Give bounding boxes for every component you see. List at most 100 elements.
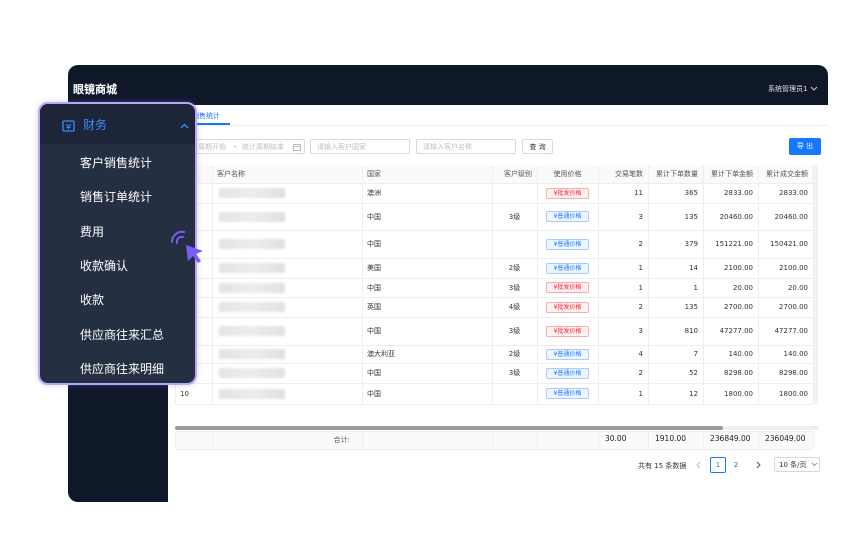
user-menu[interactable]: 系统管理员1 xyxy=(768,85,808,93)
table-cell: 4级 xyxy=(508,303,521,311)
table-cell: 150421.00 xyxy=(770,240,808,248)
page-size: 10 条/页 xyxy=(779,461,807,469)
summary-value: 1910.00 xyxy=(655,434,687,443)
export-label: 导 出 xyxy=(796,142,814,150)
table-cell: 2 xyxy=(638,369,643,377)
row-divider xyxy=(175,383,813,384)
column-divider xyxy=(362,165,363,404)
customer-name-redacted xyxy=(219,302,285,312)
search-button[interactable]: 查 询 xyxy=(522,139,553,154)
menu-item[interactable]: 供应商往来汇总 xyxy=(80,327,165,342)
row-divider xyxy=(175,317,813,318)
customer-name-redacted xyxy=(219,349,285,359)
cursor xyxy=(170,230,203,263)
price-tag: ¥批发价格 xyxy=(546,301,589,313)
scroll-thumb[interactable] xyxy=(175,426,723,430)
table-cell: 379 xyxy=(684,240,698,248)
table-cell: 美国 xyxy=(367,264,381,272)
column-header: 累计成交金额 xyxy=(766,170,808,178)
column-header: 客户名称 xyxy=(217,170,245,178)
column-divider xyxy=(212,431,213,448)
column-divider xyxy=(362,431,363,448)
column-divider xyxy=(813,431,814,448)
finance-menu: 财务 客户销售统计 销售订单统计 费用 收款确认 收款 供应商往来汇总 供应商往来明细 xyxy=(38,102,197,385)
table-cell: 澳大利亚 xyxy=(367,350,395,358)
price-tag: ¥普通价格 xyxy=(546,238,589,250)
customer-placeholder: 请输入客户名称 xyxy=(423,143,472,151)
table-cell: 中国 xyxy=(367,389,381,398)
row-divider xyxy=(175,258,813,259)
summary-label: 合计: xyxy=(333,436,350,444)
customer-name-redacted xyxy=(219,188,285,198)
table-cell: 1800.00 xyxy=(724,389,753,398)
country-input[interactable]: 请输入客户国家 xyxy=(310,139,410,154)
table-cell: 中国 xyxy=(367,240,381,248)
table-cell: 47277.00 xyxy=(774,327,808,335)
prev-page[interactable] xyxy=(695,461,703,469)
table-cell: 12 xyxy=(689,389,698,398)
page-number: 2 xyxy=(733,461,739,469)
date-range[interactable]: 统计周期开始 - 统计周期结束 xyxy=(175,139,305,154)
column-divider xyxy=(598,165,599,404)
table-cell: 140.00 xyxy=(783,350,809,358)
customer-name-redacted xyxy=(219,282,285,293)
price-tag: ¥普通价格 xyxy=(546,388,589,399)
row-divider xyxy=(175,404,813,405)
row-divider xyxy=(175,203,813,204)
table-cell: 20.00 xyxy=(732,283,753,292)
price-tag: ¥普通价格 xyxy=(546,367,589,379)
table-cell: 2833.00 xyxy=(724,189,753,197)
menu-item[interactable]: 供应商往来明细 xyxy=(80,361,165,376)
menu-header[interactable] xyxy=(40,104,195,144)
page-size-select[interactable]: 10 条/页 xyxy=(774,457,820,472)
tab-divider xyxy=(168,125,828,126)
customer-input[interactable]: 请输入客户名称 xyxy=(416,139,516,154)
customer-name-redacted xyxy=(219,211,285,222)
table-cell: 中国 xyxy=(367,212,381,221)
table-cell: 2 xyxy=(638,240,643,248)
next-page[interactable] xyxy=(754,461,762,469)
price-tag: ¥普通价格 xyxy=(546,348,589,360)
menu-item[interactable]: 费用 xyxy=(80,224,105,239)
menu-item[interactable]: 收款 xyxy=(80,293,105,308)
menu-item[interactable]: 收款确认 xyxy=(80,258,129,273)
table-cell: 2100.00 xyxy=(724,264,753,272)
scroll-v-track xyxy=(814,165,818,404)
table-cell: 澳洲 xyxy=(367,189,381,197)
content-area: 销售统计 统计周期开始 - 统计周期结束 请输入客户国家 请输入客户名称 查 询… xyxy=(168,105,828,502)
column-divider xyxy=(175,431,176,448)
export-button[interactable]: 导 出 xyxy=(789,138,821,155)
finance-icon xyxy=(62,120,75,132)
table-cell: 10 xyxy=(180,389,189,398)
customer-name-redacted xyxy=(219,388,285,399)
column-header: 客户级别 xyxy=(504,170,532,178)
row-divider xyxy=(175,363,813,364)
tab[interactable]: 销售统计 xyxy=(192,112,220,120)
table-cell: 1 xyxy=(638,283,643,292)
page-button[interactable]: 2 xyxy=(728,457,744,473)
table-cell: 3级 xyxy=(508,283,521,292)
menu-item[interactable]: 客户销售统计 xyxy=(80,156,153,170)
table-cell: 中国 xyxy=(367,327,381,335)
row-divider xyxy=(175,183,813,184)
row-divider xyxy=(175,297,813,298)
menu-item[interactable]: 销售订单统计 xyxy=(80,190,153,205)
customer-name-redacted xyxy=(219,239,285,249)
row-divider xyxy=(175,345,813,346)
table-cell: 52 xyxy=(689,369,698,377)
table-cell: 135 xyxy=(684,303,698,311)
price-tag: ¥普通价格 xyxy=(546,262,589,274)
table-cell: 1800.00 xyxy=(779,389,808,398)
column-divider xyxy=(212,165,213,404)
page-button[interactable]: 1 xyxy=(710,457,726,473)
table-cell: 810 xyxy=(684,327,698,335)
table-cell: 3级 xyxy=(508,212,521,221)
summary-row xyxy=(175,431,813,450)
column-header: 使用价格 xyxy=(553,170,582,178)
column-divider xyxy=(537,431,538,448)
table-cell: 英国 xyxy=(367,303,381,311)
column-header: 累计下单数量 xyxy=(656,170,698,178)
column-divider xyxy=(703,165,704,404)
table-cell: 2100.00 xyxy=(779,264,808,272)
